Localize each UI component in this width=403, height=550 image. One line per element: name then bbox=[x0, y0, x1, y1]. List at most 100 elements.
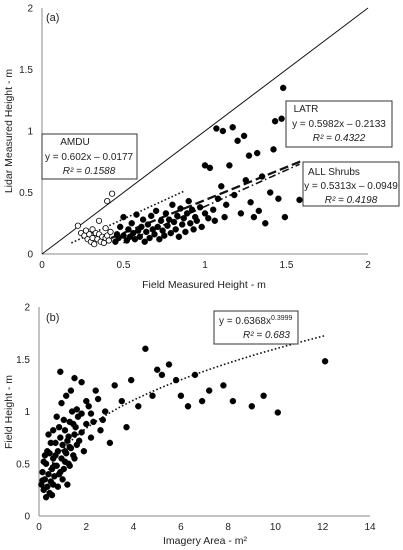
data-point bbox=[170, 218, 178, 226]
data-point bbox=[167, 229, 175, 237]
y-tick-label: 1 bbox=[27, 127, 33, 138]
data-point bbox=[83, 420, 90, 428]
data-point bbox=[156, 235, 163, 243]
x-tick-label: 2 bbox=[365, 260, 371, 271]
data-point bbox=[240, 132, 248, 140]
data-point bbox=[83, 397, 90, 405]
y-tick-label: 2 bbox=[24, 303, 30, 314]
panel-b-y-label: Field Height - m bbox=[3, 375, 15, 449]
data-point bbox=[59, 441, 66, 449]
data-point bbox=[183, 210, 191, 217]
y-tick-label: 2 bbox=[27, 4, 33, 15]
data-point bbox=[47, 439, 54, 447]
data-point bbox=[44, 483, 51, 490]
data-point bbox=[42, 494, 50, 501]
panel-b: (b) 0 2 4 6 8 10 12 14 0 0.5 1 1.5 2 Imagery Area -… bbox=[3, 303, 376, 548]
data-point bbox=[222, 201, 230, 209]
y-tick-label: 0 bbox=[27, 250, 33, 261]
data-point bbox=[94, 395, 102, 403]
data-point bbox=[146, 234, 153, 242]
data-point bbox=[106, 439, 114, 447]
data-point bbox=[41, 452, 49, 459]
data-point bbox=[172, 226, 179, 233]
data-point bbox=[45, 471, 52, 478]
annotation-amdu-equation: y = 0.602x – 0.0177 bbox=[45, 152, 134, 163]
data-point bbox=[61, 458, 69, 465]
data-point bbox=[46, 489, 53, 497]
data-point bbox=[78, 429, 85, 436]
x-tick-label: 4 bbox=[131, 522, 137, 533]
data-point bbox=[71, 431, 78, 438]
data-point bbox=[120, 213, 127, 221]
data-point bbox=[101, 408, 109, 415]
data-point-open bbox=[91, 241, 98, 248]
data-point bbox=[60, 416, 67, 424]
data-point bbox=[136, 233, 144, 241]
data-point bbox=[57, 434, 64, 441]
data-point bbox=[184, 403, 192, 410]
data-point bbox=[274, 409, 281, 416]
data-point bbox=[127, 376, 135, 384]
data-point bbox=[262, 220, 269, 227]
data-point bbox=[143, 228, 150, 236]
annotation-latr-label: LATR bbox=[294, 104, 319, 115]
annotation-latr-box bbox=[285, 100, 393, 148]
x-tick-label: 0 bbox=[39, 260, 45, 271]
data-point bbox=[211, 217, 219, 225]
data-point bbox=[221, 213, 228, 221]
data-point bbox=[247, 199, 254, 206]
x-tick-label: 10 bbox=[270, 522, 282, 533]
data-point bbox=[278, 115, 285, 122]
data-point bbox=[87, 410, 95, 417]
data-point bbox=[255, 207, 262, 215]
one-to-one-line bbox=[41, 7, 369, 255]
data-point bbox=[190, 226, 197, 233]
x-tick-label: 1.5 bbox=[280, 260, 294, 271]
data-point bbox=[169, 201, 176, 209]
data-point bbox=[206, 164, 214, 172]
data-point bbox=[177, 392, 185, 399]
annotation-amdu-box bbox=[41, 133, 138, 180]
annotation-amdu: AMDU y = 0.602x – 0.0177 R² = 0.1588 bbox=[41, 133, 138, 180]
panel-b-y-ticks: 0 0.5 1 1.5 2 bbox=[16, 303, 30, 523]
data-point bbox=[50, 481, 57, 488]
data-point bbox=[158, 371, 166, 379]
data-point bbox=[67, 387, 75, 394]
data-point bbox=[254, 149, 261, 157]
data-point bbox=[157, 217, 165, 225]
data-point bbox=[188, 206, 196, 213]
data-point bbox=[201, 210, 209, 217]
data-point bbox=[97, 427, 104, 434]
data-point bbox=[164, 222, 171, 229]
data-point-open bbox=[104, 198, 111, 205]
data-point bbox=[128, 220, 135, 227]
data-point bbox=[85, 403, 92, 410]
data-point bbox=[196, 204, 204, 211]
data-point bbox=[161, 232, 168, 239]
data-point bbox=[53, 413, 60, 420]
annotation-latr-r2: R² = 0.4322 bbox=[313, 133, 366, 144]
data-point bbox=[180, 215, 188, 222]
annotation-power-fit-exponent: 0.3999 bbox=[271, 315, 293, 322]
panel-b-points bbox=[38, 345, 329, 501]
data-point bbox=[149, 392, 156, 399]
data-point bbox=[185, 197, 192, 205]
panel-a: (a) 0 0.5 1 1.5 2 0 0.5 1 1.5 2 Field Measured H… bbox=[3, 4, 400, 291]
annotation-power-fit-box bbox=[213, 310, 299, 345]
data-point bbox=[271, 117, 279, 125]
x-tick-label: 6 bbox=[178, 522, 184, 533]
x-tick-label: 1 bbox=[202, 260, 208, 271]
annotation-power-fit-equation: y = 0.6368x0.3999 bbox=[219, 315, 293, 327]
data-point bbox=[120, 232, 127, 239]
data-point bbox=[57, 468, 64, 476]
data-point bbox=[280, 84, 287, 92]
data-point bbox=[52, 452, 59, 459]
data-point bbox=[45, 431, 52, 438]
annotation-latr: LATR y = 0.5982x – 0.2133 R² = 0.4322 bbox=[285, 100, 393, 148]
data-point bbox=[231, 191, 238, 199]
data-point bbox=[229, 124, 236, 131]
panel-a-points bbox=[74, 84, 303, 248]
data-point bbox=[92, 387, 99, 394]
y-tick-label: 0 bbox=[24, 512, 30, 523]
